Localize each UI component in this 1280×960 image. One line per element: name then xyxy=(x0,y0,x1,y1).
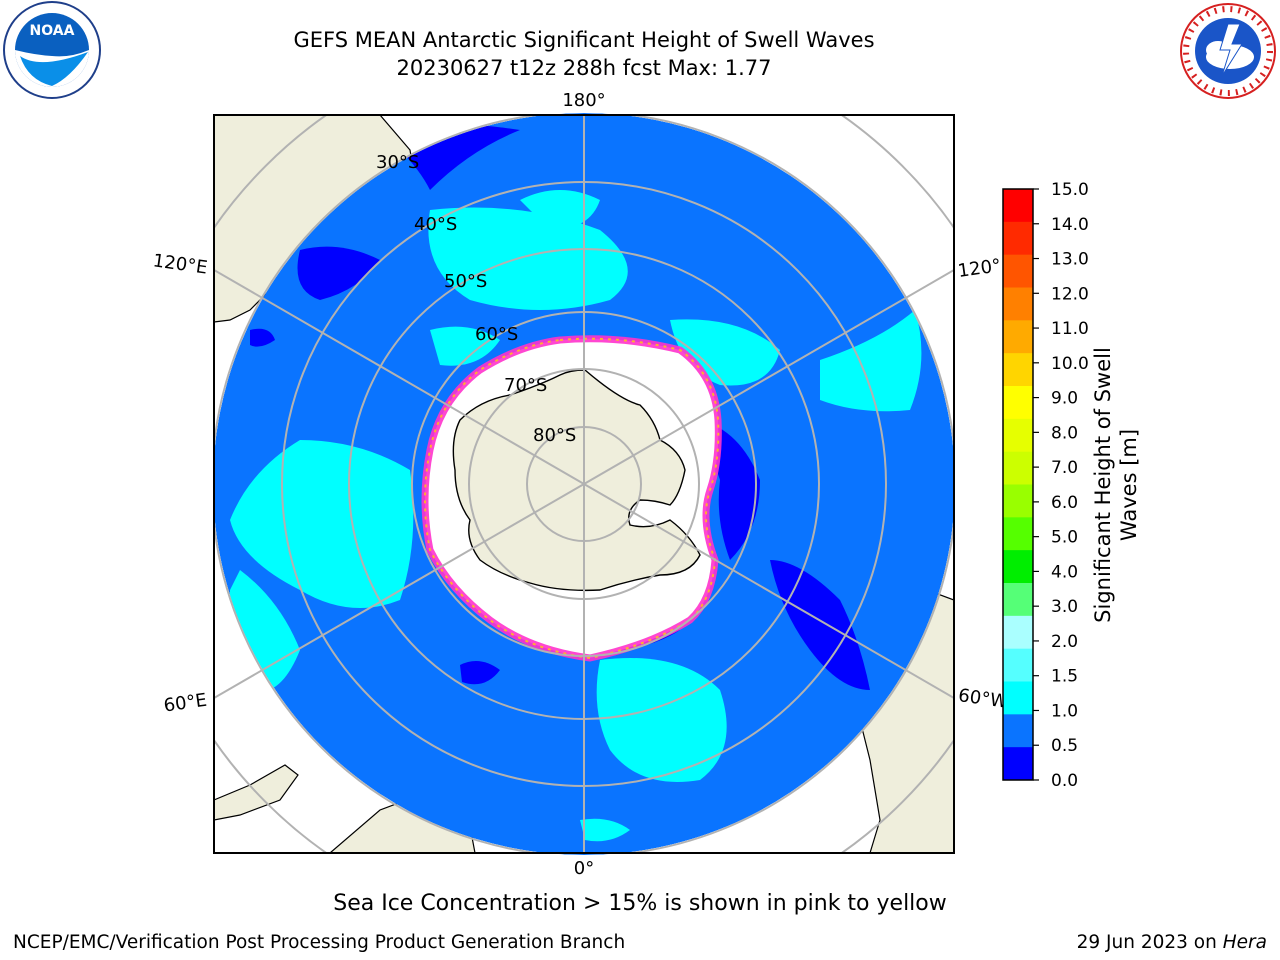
colorbar-segment xyxy=(1003,550,1033,584)
colorbar-tick-label: 10.0 xyxy=(1051,354,1089,374)
caption: Sea Ice Concentration > 15% is shown in … xyxy=(333,891,947,916)
colorbar-segment xyxy=(1003,418,1033,453)
lat-label-70s: 70°S xyxy=(504,375,547,396)
colorbar-tick-label: 12.0 xyxy=(1051,284,1089,304)
colorbar-tick-label: 7.0 xyxy=(1051,458,1078,478)
colorbar-segment xyxy=(1003,615,1033,650)
colorbar-tick-label: 11.0 xyxy=(1051,319,1089,339)
lat-label-80s: 80°S xyxy=(533,425,576,446)
noaa-logo-text: NOAA xyxy=(30,23,75,39)
footer-credit: NCEP/EMC/Verification Post Processing Pr… xyxy=(13,932,626,953)
lat-label-60s: 60°S xyxy=(475,324,518,345)
graticule xyxy=(214,115,954,853)
colorbar-segment xyxy=(1003,681,1033,715)
map-frame xyxy=(213,114,955,854)
colorbar-label: Significant Height of Swell Waves [m] xyxy=(1091,347,1141,623)
colorbar-segment xyxy=(1003,517,1033,551)
colorbar-tick-label: 15.0 xyxy=(1051,180,1089,200)
lon-label-120e: 120°E xyxy=(152,250,209,278)
colorbar-frame xyxy=(1002,188,1034,781)
colorbar: 15.0 14.0 13.0 12.0 11.0 10.0 9.0 8.0 7.0 6.0 5.0 4… xyxy=(1002,180,1089,791)
lat-label-40s: 40°S xyxy=(414,214,457,235)
colorbar-segment xyxy=(1003,386,1033,420)
colorbar-segment xyxy=(1003,583,1033,617)
colorbar-tick-label: 1.0 xyxy=(1051,701,1078,721)
colorbar-segment xyxy=(1003,189,1033,223)
colorbar-tick-label: 0.0 xyxy=(1051,771,1078,791)
noaa-logo-icon: NOAA xyxy=(3,1,101,99)
colorbar-segment xyxy=(1003,714,1033,748)
colorbar-segment xyxy=(1003,648,1033,682)
lon-label-180: 180° xyxy=(562,90,605,111)
colorbar-tick-label: 2.0 xyxy=(1051,632,1078,652)
colorbar-segment xyxy=(1003,221,1033,256)
colorbar-segment xyxy=(1003,254,1033,288)
colorbar-tick-label: 9.0 xyxy=(1051,389,1078,409)
lat-label-50s: 50°S xyxy=(444,271,487,292)
chart-subtitle: 20230627 t12z 288h fcst Max: 1.77 xyxy=(396,56,772,80)
colorbar-tick-label: 0.5 xyxy=(1051,736,1078,756)
footer-date: 29 Jun 2023 on Hera xyxy=(1076,932,1267,953)
colorbar-segment xyxy=(1003,353,1033,387)
national-weather-service-logo-icon xyxy=(1180,3,1276,99)
lon-label-60w: 60°W xyxy=(957,685,1009,713)
colorbar-tick-label: 8.0 xyxy=(1051,423,1078,443)
colorbar-tick-label: 14.0 xyxy=(1051,215,1089,235)
lon-label-60e: 60°E xyxy=(162,690,208,717)
colorbar-segment xyxy=(1003,747,1033,781)
colorbar-tick-label: 3.0 xyxy=(1051,597,1078,617)
colorbar-segment xyxy=(1003,287,1033,321)
footer-host: Hera xyxy=(1222,932,1267,953)
lon-label-0: 0° xyxy=(574,858,594,879)
colorbar-tick-label: 5.0 xyxy=(1051,528,1078,548)
colorbar-tick-label: 4.0 xyxy=(1051,562,1078,582)
colorbar-tick-label: 13.0 xyxy=(1051,250,1089,270)
colorbar-tick-label: 6.0 xyxy=(1051,493,1078,513)
chart-title: GEFS MEAN Antarctic Significant Height o… xyxy=(293,28,875,52)
colorbar-segment xyxy=(1003,320,1033,354)
colorbar-segment xyxy=(1003,451,1033,485)
lon-label-120w: 120° xyxy=(957,255,1003,282)
lat-label-30s: 30°S xyxy=(376,152,419,173)
colorbar-segment xyxy=(1003,484,1033,518)
colorbar-tick-label: 1.5 xyxy=(1051,667,1078,687)
